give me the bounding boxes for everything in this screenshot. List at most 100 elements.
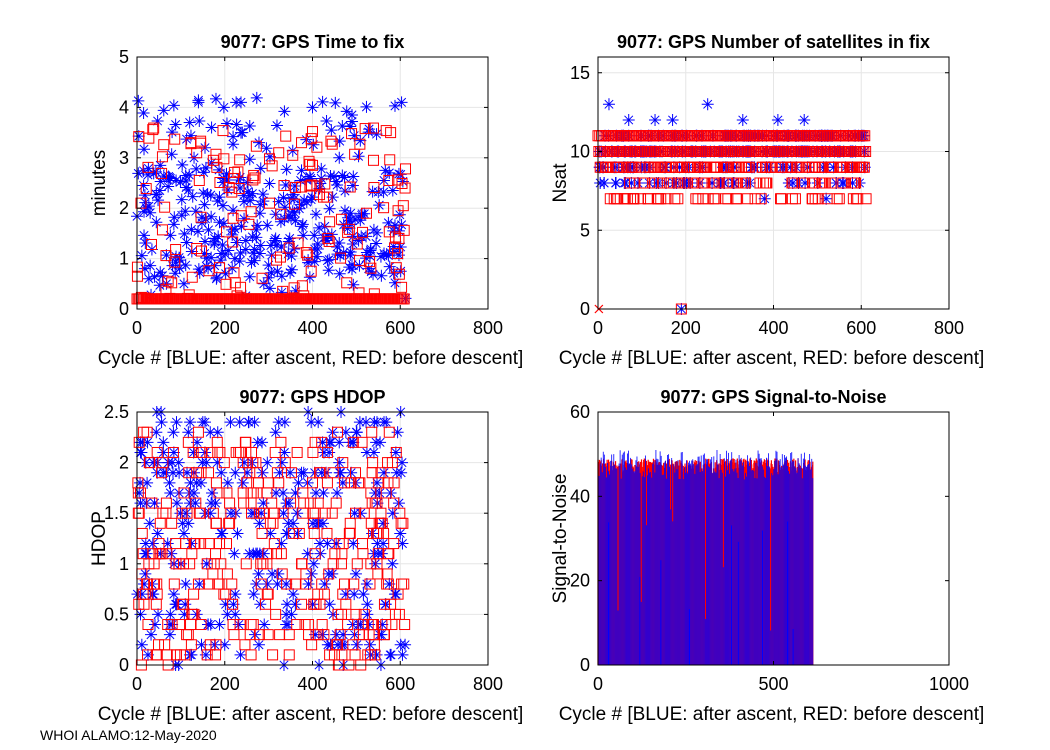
blue-asterisk-marker <box>292 476 305 489</box>
red-square-marker <box>859 130 871 142</box>
blue-asterisk-marker <box>305 193 318 206</box>
blue-asterisk-marker <box>174 507 187 520</box>
blue-asterisk-marker <box>157 169 170 182</box>
panel-hdop: 9077: GPS HDOP HDOP Cycle # [BLUE: after… <box>89 387 523 725</box>
red-square-marker <box>133 131 145 143</box>
red-square-marker <box>393 268 405 280</box>
blue-asterisk-marker <box>224 507 237 520</box>
blue-asterisk-marker <box>314 177 327 190</box>
blue-asterisk-marker <box>363 638 376 651</box>
red-square-marker <box>378 527 390 539</box>
blue-asterisk-marker <box>167 99 180 112</box>
red-square-marker <box>388 477 400 489</box>
blue-asterisk-marker <box>344 120 357 133</box>
blue-asterisk-marker <box>316 436 329 449</box>
red-square-marker <box>238 497 250 509</box>
blue-asterisk-marker <box>272 195 285 208</box>
red-square-marker <box>240 558 252 570</box>
blue-asterisk-marker <box>284 466 297 479</box>
blue-asterisk-marker <box>363 123 376 136</box>
blue-asterisk-marker <box>137 106 150 119</box>
red-square-marker <box>619 193 631 205</box>
blue-asterisk-marker <box>199 161 212 174</box>
red-square-marker <box>203 578 215 590</box>
blue-asterisk-marker <box>191 436 204 449</box>
red-square-marker <box>275 548 287 560</box>
blue-asterisk-marker <box>323 598 336 611</box>
red-square-marker <box>245 649 257 661</box>
red-square-marker <box>624 177 636 189</box>
red-square-marker <box>364 578 376 590</box>
blue-asterisk-marker <box>312 416 325 429</box>
red-square-marker <box>323 235 335 247</box>
blue-asterisk-marker <box>360 416 373 429</box>
panel-title: 9077: GPS Signal-to-Noise <box>660 387 886 407</box>
blue-asterisk-marker <box>133 486 146 499</box>
blue-asterisk-marker <box>219 598 232 611</box>
red-square-marker <box>135 291 147 303</box>
blue-asterisk-marker <box>270 119 283 132</box>
red-square-marker <box>231 290 243 302</box>
red-square-marker <box>289 578 301 590</box>
blue-asterisk-marker <box>204 618 217 631</box>
blue-asterisk-marker <box>341 222 354 235</box>
red-square-marker <box>380 125 392 137</box>
blue-asterisk-marker <box>348 129 361 142</box>
red-square-marker <box>742 193 754 205</box>
blue-asterisk-marker <box>370 237 383 250</box>
red-square-marker <box>169 256 181 268</box>
blue-asterisk-marker <box>792 177 805 189</box>
blue-asterisk-marker <box>315 162 328 175</box>
blue-asterisk-marker <box>395 218 408 231</box>
blue-asterisk-marker <box>386 557 399 570</box>
red-square-marker <box>731 193 743 205</box>
x-axis-label: Cycle # [BLUE: after ascent, RED: before… <box>559 348 985 369</box>
blue-asterisk-marker <box>166 466 179 479</box>
blue-asterisk-marker <box>353 416 366 429</box>
blue-asterisk-marker <box>261 219 274 232</box>
blue-asterisk-marker <box>269 426 282 439</box>
blue-asterisk-marker <box>193 115 206 128</box>
blue-asterisk-marker <box>321 254 334 267</box>
blue-asterisk-marker <box>154 175 167 188</box>
blue-asterisk-marker <box>313 537 326 550</box>
blue-asterisk-marker <box>291 507 304 520</box>
red-square-marker <box>335 252 347 264</box>
red-square-marker <box>271 254 283 266</box>
y-tick-label: 5 <box>580 220 590 240</box>
red-square-marker <box>354 138 366 150</box>
blue-asterisk-marker <box>283 232 296 245</box>
blue-asterisk-marker <box>728 177 741 189</box>
red-square-marker <box>224 497 236 509</box>
blue-asterisk-marker <box>173 262 186 275</box>
blue-asterisk-marker <box>272 416 285 429</box>
red-square-marker <box>311 180 323 192</box>
blue-asterisk-marker <box>323 253 336 266</box>
red-square-marker <box>319 178 331 190</box>
red-square-marker <box>316 436 328 448</box>
blue-asterisk-marker <box>323 436 336 449</box>
red-square-marker <box>289 198 301 210</box>
blue-asterisk-marker <box>713 177 726 189</box>
red-square-marker <box>356 436 368 448</box>
red-square-marker <box>226 186 238 198</box>
red-square-marker <box>191 467 203 479</box>
blue-asterisk-marker <box>306 598 319 611</box>
blue-asterisk-marker <box>763 161 776 174</box>
blue-asterisk-marker <box>846 161 859 174</box>
blue-asterisk-marker <box>183 486 196 499</box>
blue-asterisk-marker <box>147 167 160 180</box>
red-square-marker <box>183 289 195 301</box>
red-square-marker <box>195 245 207 257</box>
blue-asterisk-marker <box>625 177 638 189</box>
plot-area <box>131 56 489 310</box>
red-square-marker <box>186 271 198 283</box>
blue-asterisk-marker <box>252 136 265 149</box>
red-square-marker <box>150 649 162 661</box>
red-square-marker <box>266 160 278 172</box>
blue-asterisk-marker <box>200 557 213 570</box>
blue-asterisk-marker <box>134 446 147 459</box>
red-square-marker <box>157 457 169 469</box>
blue-asterisk-marker <box>138 189 151 202</box>
blue-asterisk-marker <box>789 129 802 142</box>
